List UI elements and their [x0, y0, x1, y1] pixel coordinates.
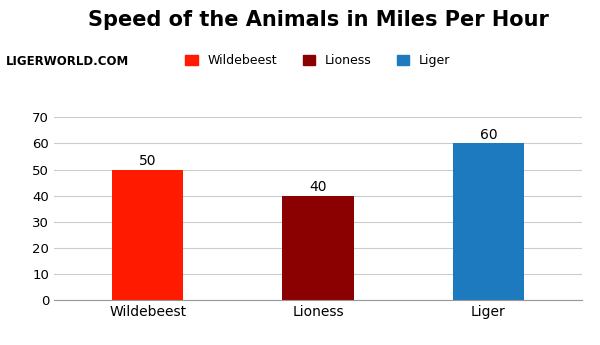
- Text: 60: 60: [479, 128, 497, 141]
- Bar: [112, 169, 184, 300]
- Legend: Wildebeest, Lioness, Liger: Wildebeest, Lioness, Liger: [185, 54, 451, 67]
- Bar: [452, 144, 524, 300]
- Text: 40: 40: [309, 180, 327, 194]
- Text: Speed of the Animals in Miles Per Hour: Speed of the Animals in Miles Per Hour: [88, 10, 548, 30]
- Text: LIGERWORLD.COM: LIGERWORLD.COM: [6, 55, 129, 68]
- Bar: [282, 196, 354, 300]
- Text: 50: 50: [139, 154, 157, 168]
